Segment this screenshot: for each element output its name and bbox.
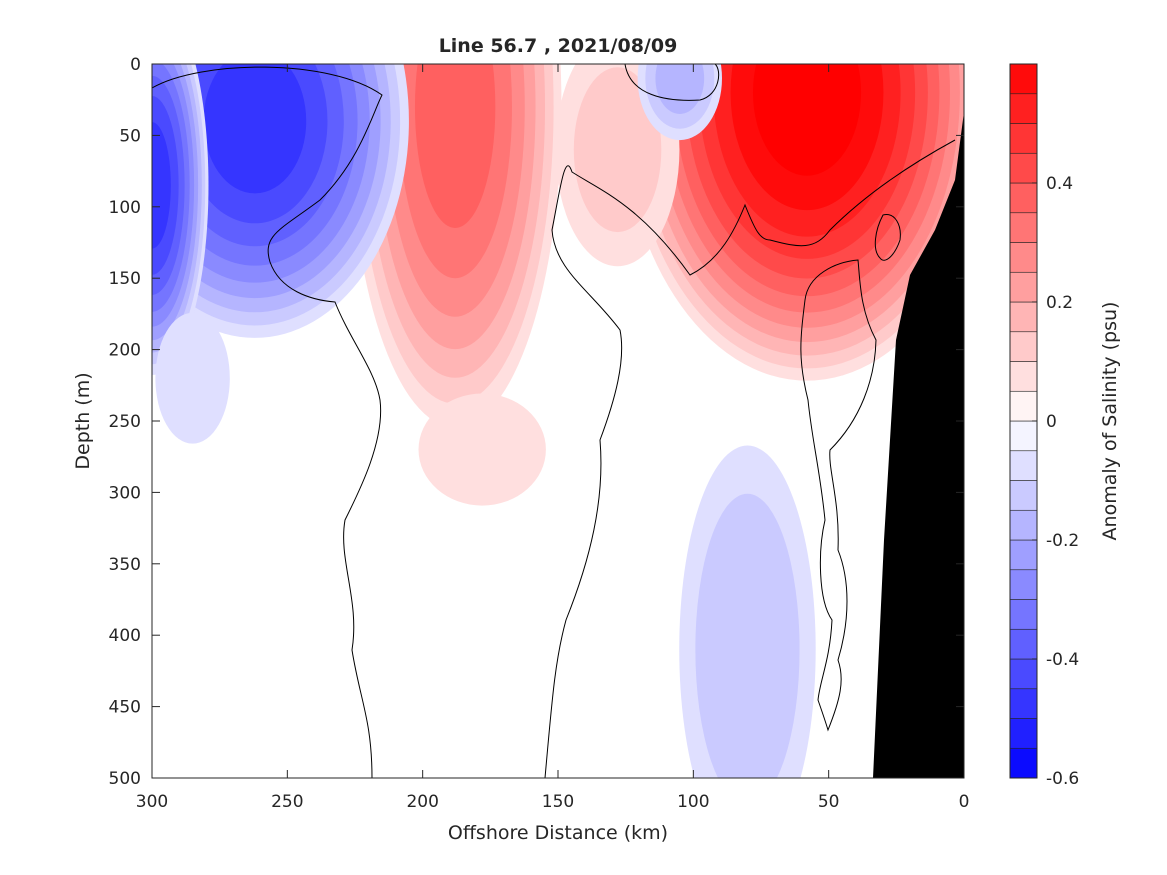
colorbar-band: [1009, 361, 1038, 392]
y-tick-label: 250: [109, 412, 141, 432]
colorbar-band: [1009, 123, 1038, 154]
colorbar-tick-label: -0.4: [1046, 650, 1079, 670]
x-axis-label: Offshore Distance (km): [448, 822, 668, 844]
colorbar-band: [1009, 539, 1038, 571]
contour-level: [655, 64, 705, 114]
zero-contour-line: [152, 66, 383, 778]
colorbar-ticks: -0.6 -0.4 -0.2 0 0.2 0.4: [1032, 174, 1079, 789]
zero-contour-line: [544, 139, 956, 778]
bottom-topography: [873, 112, 964, 778]
zero-contour-line: [800, 259, 877, 732]
x-tick-label: 100: [677, 792, 709, 812]
colorbar-tick-label: 0.4: [1046, 174, 1073, 194]
colorbar-band: [1009, 718, 1038, 749]
colorbar-tick-label: 0.2: [1046, 293, 1073, 313]
x-tick-label: 150: [542, 792, 574, 812]
contour-level: [203, 64, 307, 194]
y-axis-label: Depth (m): [72, 372, 94, 469]
colorbar-band: [1009, 152, 1038, 184]
colorbar-band: [1009, 331, 1038, 362]
colorbar-band: [1009, 301, 1038, 333]
y-tick-label: 150: [109, 269, 141, 289]
y-axis-ticks: 0 50 100 150 200 250 300 350 400 450 500: [109, 55, 964, 789]
contour-level: [573, 67, 662, 233]
zero-contour-line: [874, 214, 901, 261]
y-tick-label: 450: [109, 698, 141, 718]
colorbar-band: [1009, 271, 1038, 303]
colorbar-band: [1009, 628, 1038, 660]
colorbar-band: [1009, 420, 1038, 452]
contour-level: [752, 64, 862, 176]
colorbar-band: [1009, 688, 1038, 719]
x-tick-label: 250: [271, 792, 303, 812]
colorbar-band: [1009, 212, 1038, 243]
y-tick-label: 100: [109, 198, 141, 218]
contour-field: [152, 64, 964, 778]
colorbar-band: [1009, 182, 1038, 214]
colorbar-tick-label: -0.6: [1046, 769, 1079, 789]
colorbar-tick-label: 0: [1046, 412, 1057, 432]
x-tick-label: 50: [818, 792, 840, 812]
colorbar-band: [1009, 242, 1038, 273]
y-tick-label: 50: [119, 126, 141, 146]
y-tick-label: 300: [109, 483, 141, 503]
chart-title: Line 56.7 , 2021/08/09: [439, 35, 678, 57]
contour-level: [155, 312, 230, 444]
x-tick-label: 300: [136, 792, 168, 812]
y-tick-label: 400: [109, 626, 141, 646]
contour-level: [152, 122, 171, 249]
colorbar-band: [1009, 390, 1038, 422]
colorbar-band: [1009, 480, 1038, 511]
colorbar-band: [1009, 93, 1038, 124]
contour-level: [418, 393, 546, 506]
colorbar-band: [1009, 509, 1038, 541]
zero-contour-line: [624, 64, 720, 101]
colorbar-band: [1009, 63, 1038, 95]
contour-level: [414, 64, 496, 228]
colorbar-band: [1009, 599, 1038, 630]
x-tick-label: 200: [406, 792, 438, 812]
colorbar-band: [1009, 658, 1038, 690]
colorbar-band: [1009, 450, 1038, 481]
colorbar: [1009, 63, 1038, 779]
colorbar-band: [1009, 569, 1038, 600]
y-tick-label: 0: [130, 55, 141, 75]
x-tick-label: 0: [959, 792, 970, 812]
colorbar-label: Anomaly of Salinity (psu): [1099, 302, 1121, 541]
x-axis-ticks: 300 250 200 150 100 50 0: [136, 64, 970, 812]
y-tick-label: 500: [109, 769, 141, 789]
y-tick-label: 200: [109, 341, 141, 361]
y-tick-label: 350: [109, 555, 141, 575]
colorbar-tick-label: -0.2: [1046, 531, 1079, 551]
colorbar-band: [1009, 747, 1038, 779]
contour-level: [695, 493, 800, 778]
